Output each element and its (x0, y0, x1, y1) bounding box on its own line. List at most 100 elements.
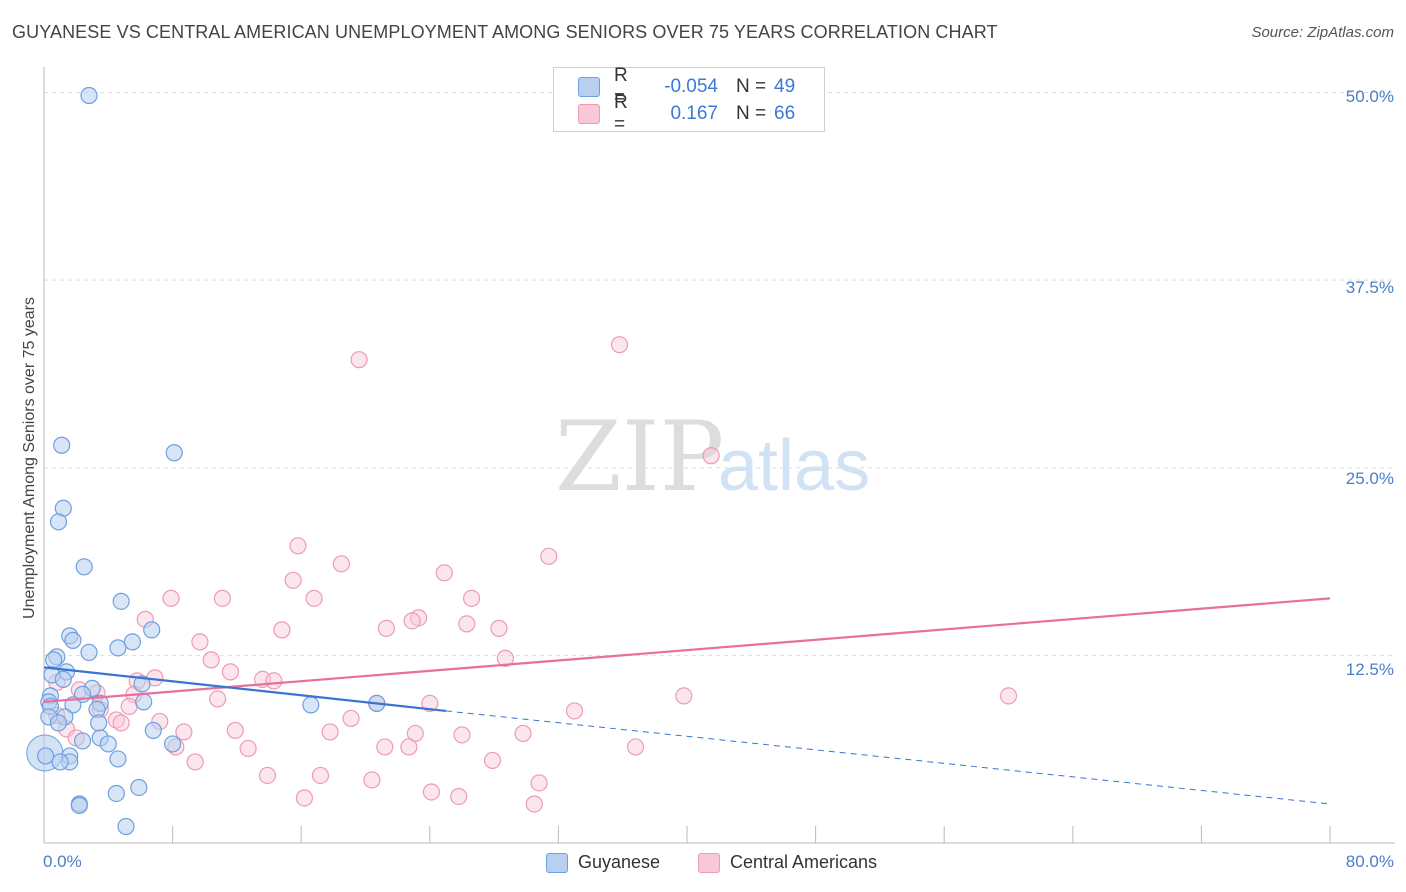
r-label: R = (614, 65, 628, 108)
legend-label: Central Americans (730, 852, 878, 872)
data-point-central-americans (258, 766, 277, 785)
data-point-central-americans (239, 739, 257, 758)
data-point-central-americans (525, 795, 543, 813)
data-point-guyanese (99, 735, 117, 753)
data-point-central-americans (496, 649, 514, 667)
data-point-guyanese (51, 753, 69, 771)
data-point-guyanese (49, 714, 68, 732)
data-point-central-americans (213, 589, 232, 607)
data-point-central-americans (202, 651, 220, 669)
chart-title: GUYANESE VS CENTRAL AMERICAN UNEMPLOYMEN… (12, 22, 998, 42)
data-point-central-americans (403, 612, 421, 630)
data-point-central-americans (450, 787, 468, 806)
y-tick-label: 25.0% (1345, 469, 1394, 488)
data-point-guyanese (135, 693, 153, 711)
y-tick-label: 37.5% (1345, 278, 1394, 297)
watermark-atlas: atlas (718, 426, 870, 506)
data-point-central-americans (289, 537, 307, 555)
watermark-zip: ZIP (555, 401, 724, 513)
x-tick-label: 0.0% (43, 852, 82, 871)
data-point-guyanese (117, 817, 135, 836)
data-point-guyanese (53, 436, 71, 454)
data-point-guyanese (80, 643, 98, 661)
n-value: 49 (774, 76, 796, 97)
data-point-central-americans (221, 663, 240, 681)
data-point-central-americans (342, 709, 360, 728)
trend-line-central-americans (43, 597, 1331, 704)
data-point-central-americans (530, 774, 548, 792)
data-point-guyanese (143, 621, 161, 639)
data-point-central-americans (332, 555, 350, 573)
x-tick-label: 80.0% (1345, 852, 1394, 871)
data-point-central-americans (273, 621, 291, 639)
legend-item-guyanese[interactable]: Guyanese (546, 852, 660, 873)
data-point-central-americans (490, 619, 508, 637)
correlation-legend: R = -0.054 N = 49 R = 0.167 N = 66 (553, 65, 825, 135)
data-point-guyanese (54, 670, 72, 688)
data-point-central-americans (376, 738, 394, 756)
data-point-guyanese (80, 86, 98, 105)
data-point-central-americans (377, 619, 395, 637)
data-point-central-americans (363, 771, 381, 789)
data-point-central-americans (107, 711, 125, 729)
data-point-guyanese (73, 732, 92, 750)
n-label: N = (736, 103, 767, 124)
data-point-central-americans (311, 766, 330, 785)
legend-item-central-americans[interactable]: Central Americans (698, 852, 877, 873)
data-point-guyanese (112, 592, 130, 610)
legend-row-guyanese: R = -0.054 N = 49 (578, 65, 796, 108)
data-point-guyanese (133, 675, 151, 693)
y-tick-label: 50.0% (1345, 87, 1394, 106)
data-point-central-americans (514, 724, 532, 743)
data-point-central-americans (400, 738, 418, 756)
data-point-central-americans (453, 726, 471, 744)
data-point-central-americans (458, 615, 476, 633)
y-tick-label: 12.5% (1345, 660, 1394, 679)
n-label: N = (736, 76, 767, 97)
r-value: 0.167 (670, 103, 718, 124)
data-point-central-americans (421, 694, 439, 713)
data-point-central-americans (702, 447, 720, 465)
data-point-central-americans (540, 547, 558, 565)
data-point-central-americans (565, 702, 584, 720)
source-label: Source: ZipAtlas.com (1251, 24, 1394, 41)
r-label: R = (614, 92, 628, 135)
data-point-central-americans (191, 633, 209, 651)
data-point-guyanese (49, 513, 68, 531)
data-point-central-americans (321, 723, 339, 741)
data-point-guyanese (107, 784, 125, 803)
data-point-guyanese (130, 778, 148, 797)
data-point-central-americans (626, 738, 645, 756)
data-point-central-americans (175, 723, 193, 741)
data-point-central-americans (610, 336, 629, 354)
blue-swatch (578, 77, 600, 97)
data-point-central-americans (226, 721, 244, 740)
trend-line-guyanese-extrapolated (445, 710, 1331, 805)
data-point-central-americans (675, 687, 693, 705)
legend-row-central: R = 0.167 N = 66 (578, 92, 795, 135)
data-point-guyanese (109, 750, 127, 768)
data-point-guyanese (109, 639, 127, 657)
data-point-central-americans (284, 571, 302, 589)
data-point-guyanese (45, 651, 63, 669)
data-point-guyanese (165, 444, 183, 462)
data-point-central-americans (483, 751, 502, 770)
data-point-guyanese (64, 631, 82, 649)
legend-label: Guyanese (578, 852, 661, 872)
data-point-central-americans (999, 687, 1018, 705)
data-point-guyanese (75, 558, 93, 576)
data-point-guyanese (90, 714, 108, 732)
data-point-central-americans (422, 783, 441, 801)
data-point-central-americans (265, 672, 283, 690)
data-point-guyanese (70, 796, 88, 815)
data-point-central-americans (462, 589, 481, 607)
data-point-guyanese (302, 696, 320, 714)
pink-swatch (698, 852, 720, 873)
data-point-central-americans (162, 589, 180, 607)
data-point-central-americans (120, 697, 138, 716)
data-point-central-americans (112, 714, 130, 732)
r-value: -0.054 (664, 76, 718, 97)
data-point-guyanese (123, 633, 142, 651)
pink-swatch (578, 104, 600, 124)
